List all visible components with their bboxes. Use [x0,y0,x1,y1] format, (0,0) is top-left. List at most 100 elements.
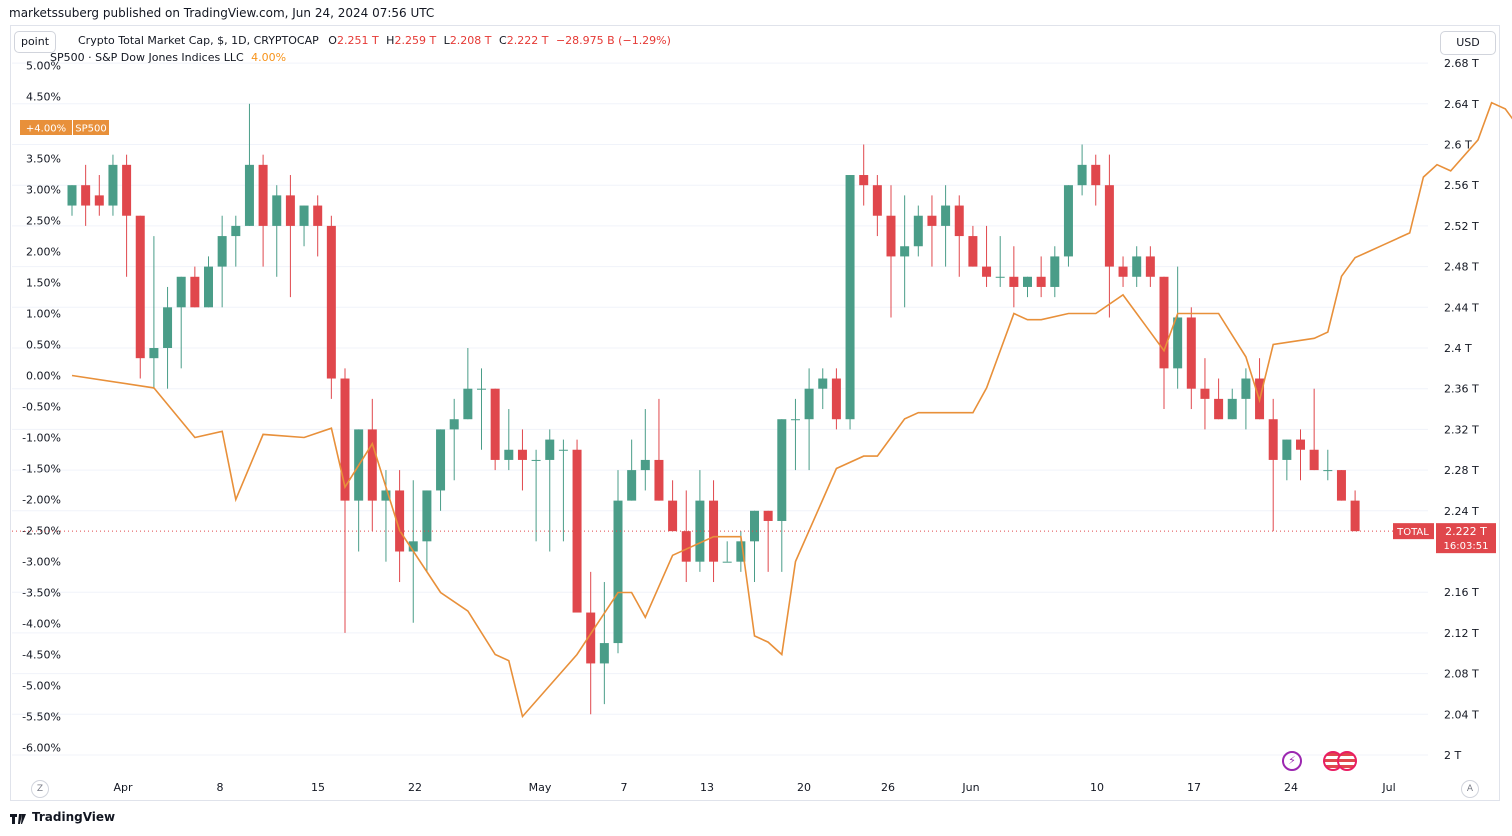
right-axis-tick-label: 2.56 T [1444,179,1479,192]
right-axis-tick-label: 2.32 T [1444,423,1479,436]
footer-brand: TradingView [10,810,115,824]
candle-body [149,348,159,359]
x-axis-tick-label: Jun [961,781,979,794]
main-legend: Crypto Total Market Cap, $, 1D, CRYPTOCA… [78,34,671,47]
candle-body [272,195,282,226]
change-value: −28.975 B (−1.29%) [555,34,671,47]
right-axis-tick-label: 2.6 T [1444,139,1472,152]
candle-body [163,307,173,348]
left-axis-tick-label: 4.50% [26,91,61,104]
candle-body [927,215,937,226]
right-axis-tick-label: 2.16 T [1444,586,1479,599]
candle-body [204,266,213,308]
candle-body [258,164,268,226]
candle-body [845,175,855,420]
candle-body [326,225,336,379]
candle-body [1118,266,1128,277]
auto-scale-button[interactable]: A [1461,780,1479,798]
x-axis-tick-label: 13 [700,781,714,794]
candle-body [190,276,200,308]
candle-body [94,195,104,206]
left-axis-tick-label: 2.50% [26,215,61,228]
sp500-value-badge [20,120,72,135]
left-axis-tick-label: 5.00% [26,60,61,73]
right-axis-tick-label: 2.4 T [1444,342,1472,355]
left-axis-tick-label: 0.00% [26,370,61,383]
candle-body [763,510,773,521]
candle-body [613,500,623,644]
left-axis-tick-label: 3.50% [26,153,61,166]
right-axis-tick-label: 2.24 T [1444,505,1479,518]
x-axis-tick-label: Jul [1381,781,1395,794]
candle-body [586,612,596,664]
candle-body [517,449,527,460]
low-value: 2.208 T [449,34,492,47]
candle-body [859,175,869,186]
candle-body [340,378,350,501]
candle-body [750,510,759,542]
left-axis-tick-label: -5.50% [22,711,61,724]
right-axis-tick-label: 2.36 T [1444,383,1479,396]
timezone-button[interactable]: Z [31,780,49,798]
compare-title: SP500 · S&P Dow Jones Indices LLC [50,51,244,64]
left-axis-tick-label: -6.00% [22,742,61,755]
candle-body [954,205,964,237]
lightning-icon[interactable]: ⚡ [1282,751,1302,771]
left-axis-tick-label: 3.00% [26,184,61,197]
candle-body [504,449,514,460]
candle-body [299,205,309,226]
candle-body [490,388,500,460]
scale-mode-button[interactable]: point [14,31,56,53]
candle-body [831,378,841,420]
candle-body [1186,317,1196,389]
sp500-line [71,101,1512,719]
candle-body [900,246,910,257]
candle-body [968,236,978,267]
x-axis-tick-label: 10 [1090,781,1104,794]
candle-body [1009,276,1019,287]
candle-body [668,500,678,532]
main-series-title: Crypto Total Market Cap, $, 1D, CRYPTOCA… [78,34,319,47]
close-value: 2.222 T [506,34,549,47]
candle-body [67,185,77,206]
left-axis-tick-label: -4.00% [22,618,61,631]
sp500-name-badge-label: SP500 [75,124,106,135]
left-axis-tick-label: -2.50% [22,525,61,538]
candle-body [695,500,705,562]
currency-button[interactable]: USD [1440,31,1496,55]
candle-body [640,459,650,471]
candle-body [1173,317,1183,369]
candle-body [1296,439,1305,450]
high-value: 2.259 T [394,34,437,47]
candle-body [1200,388,1210,399]
candle-body [545,439,555,460]
candle-body [463,388,473,420]
candle-body [1336,470,1346,501]
left-axis-tick-label: -0.50% [22,401,61,414]
candle-body [722,561,732,563]
candle-body [422,490,432,542]
candle-body [872,185,882,216]
left-axis-tick-label: 1.50% [26,277,61,290]
right-axis-tick-label: 2.48 T [1444,261,1479,274]
left-axis-tick-label: 2.00% [26,246,61,259]
sp500-name-badge [73,120,109,135]
right-axis-tick-label: 2.04 T [1444,708,1479,721]
candle-body [995,276,1005,278]
candle-body [558,449,568,451]
candle-body [81,185,91,206]
candle-body [982,266,992,277]
candle-body [709,500,719,562]
total-countdown-label: 16:03:51 [1444,541,1489,552]
candle-body [790,419,800,421]
candle-body [913,215,923,247]
candle-body [244,164,254,226]
candle-body [1050,256,1060,287]
x-axis-tick-label: 20 [797,781,811,794]
close-label: C [499,34,507,47]
left-axis-tick-label: -3.00% [22,556,61,569]
tradingview-logo-icon [10,813,28,824]
candle-body [1241,378,1251,399]
us-flag-icon[interactable] [1323,751,1357,771]
